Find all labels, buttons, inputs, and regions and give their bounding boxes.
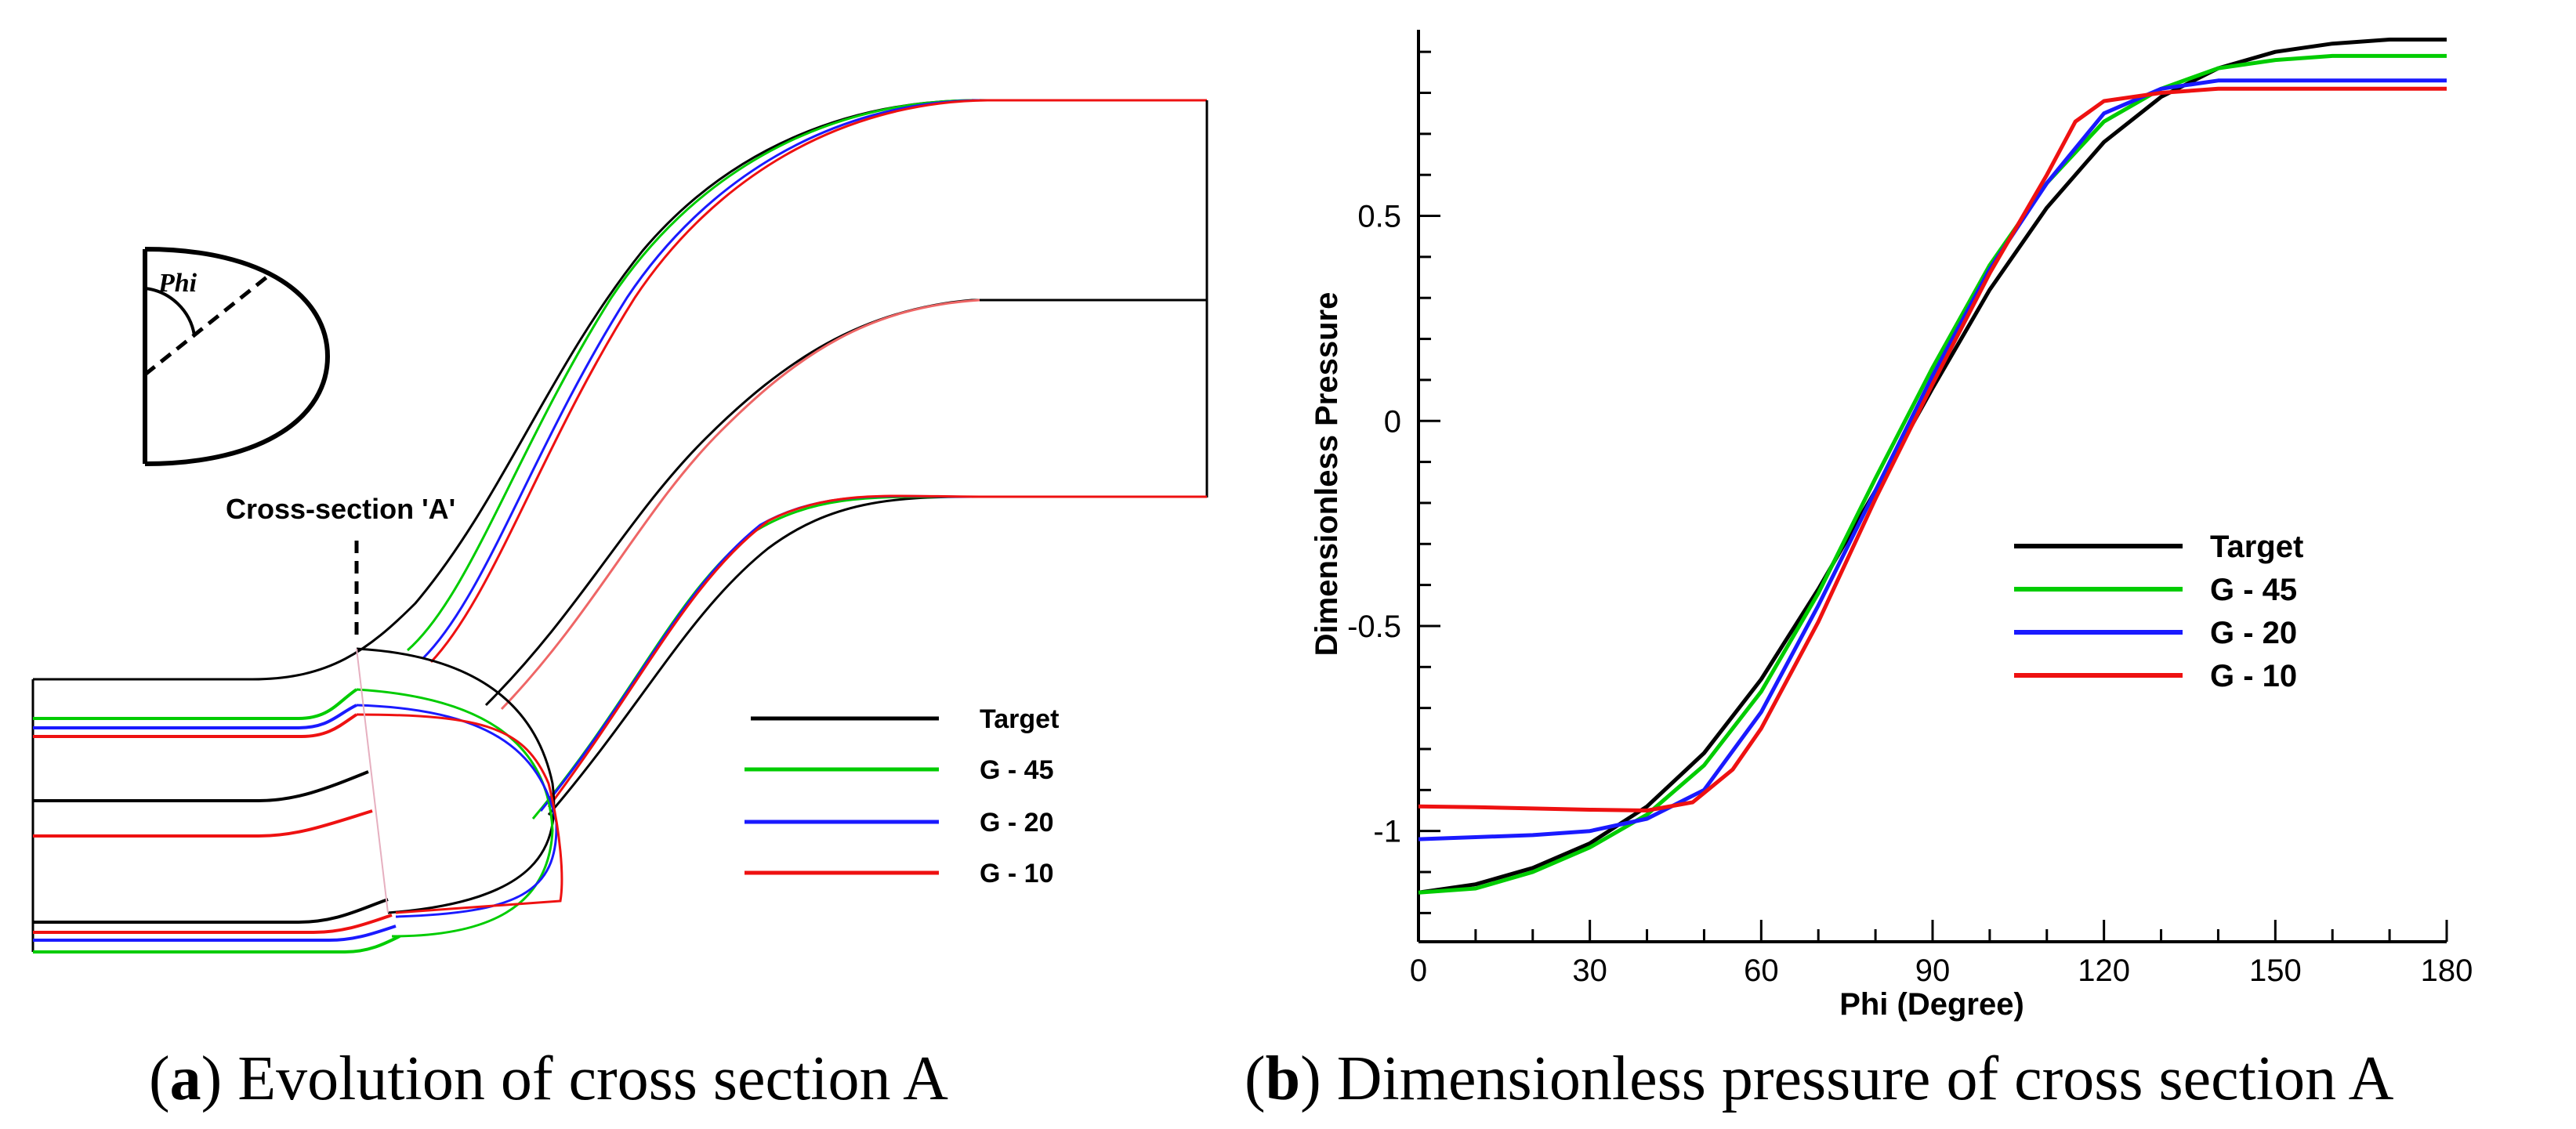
- bottom-target: [547, 495, 1207, 816]
- inlet-mid-target: [33, 770, 369, 802]
- legend-a-g45: G - 45: [745, 755, 1053, 785]
- chart-legend: Target G - 45 G - 20 G - 10: [2014, 530, 2303, 693]
- inlet-bot-g45: [33, 935, 400, 953]
- duct-top-g10: [429, 99, 1207, 664]
- legend-a-target: Target: [751, 704, 1059, 734]
- inlet-top-g10: [33, 713, 358, 738]
- x-tick-label: 180: [2421, 953, 2473, 988]
- inlet-bot-g20: [33, 925, 397, 942]
- duct-top-target: [33, 99, 1207, 681]
- legend-a-g45-label: G - 45: [980, 755, 1053, 785]
- legend-label-g20: G - 20: [2210, 616, 2297, 650]
- caption-a: (a) Evolution of cross section A: [149, 1044, 948, 1113]
- legend-a-g10: G - 10: [745, 859, 1053, 888]
- inlet-top-g45: [33, 688, 358, 720]
- legend-a-g20-label: G - 20: [980, 808, 1053, 838]
- inlet-bot-target: [33, 898, 389, 924]
- chart-series: [1418, 38, 2447, 895]
- section-a-cut: [356, 648, 389, 914]
- caption-a-text: Evolution of cross section A: [237, 1044, 948, 1113]
- section-a-target: [356, 647, 556, 914]
- panel-a: Phi Cross-section 'A': [31, 99, 1208, 1113]
- duct-top-curves: [33, 99, 1208, 681]
- caption-a-letter: a: [170, 1044, 201, 1113]
- inlet-bot-g10: [33, 914, 393, 934]
- inset-half-ellipse: [143, 247, 331, 466]
- bottom-g10: [547, 494, 1207, 808]
- inset-phi-dashed-radius: [143, 273, 272, 376]
- cross-section-label: Cross-section 'A': [226, 493, 455, 525]
- inlet-duct: [31, 647, 563, 953]
- duct-centerline-curves: [484, 299, 1207, 711]
- inset-phi-arc: [144, 287, 196, 336]
- y-tick-label: -0.5: [1347, 610, 1401, 644]
- section-a-g20: [356, 704, 558, 918]
- centerline-target: [484, 299, 1207, 707]
- bottom-g20: [539, 494, 973, 812]
- chart-y-label: Dimensionless Pressure: [1310, 292, 1344, 657]
- pressure-chart: 0 30 60 90 120 150 180-1-0.500.5 Phi (Degree) …: [1310, 30, 2473, 1022]
- series-line-g45: [1418, 53, 2447, 895]
- inlet-top-g20: [33, 704, 357, 729]
- series-line-target: [1418, 38, 2447, 895]
- inset-phi-label: Phi: [158, 269, 197, 298]
- duct-top-g20: [422, 99, 980, 660]
- chart-axes: [1417, 30, 2447, 943]
- legend-a-g10-label: G - 10: [980, 859, 1053, 888]
- panel-a-legend: Target G - 45 G - 20 G - 10: [745, 704, 1059, 888]
- legend-a-g20: G - 20: [745, 808, 1053, 838]
- duct-top-g45: [407, 99, 973, 652]
- caption-b: (b) Dimensionless pressure of cross sect…: [1245, 1044, 2394, 1113]
- x-tick-label: 60: [1744, 953, 1779, 988]
- legend-label-g10: G - 10: [2210, 659, 2297, 693]
- legend-label-target: Target: [2210, 530, 2303, 564]
- y-tick-label: -1: [1373, 815, 1401, 849]
- section-a-g10: [356, 713, 563, 914]
- inlet-mid-g10: [33, 809, 373, 838]
- x-tick-label: 0: [1410, 953, 1427, 988]
- x-tick-label: 120: [2078, 953, 2130, 988]
- legend-label-g45: G - 45: [2210, 573, 2297, 607]
- legend-a-target-label: Target: [980, 704, 1059, 734]
- series-line-g20: [1418, 78, 2447, 841]
- x-tick-label: 30: [1572, 953, 1607, 988]
- x-tick-label: 90: [1915, 953, 1951, 988]
- caption-b-text: Dimensionless pressure of cross section …: [1337, 1044, 2394, 1113]
- y-tick-label: 0.5: [1357, 200, 1401, 234]
- x-tick-label: 150: [2249, 953, 2302, 988]
- chart-x-label: Phi (Degree): [1839, 987, 2024, 1022]
- chart-ticks: 0 30 60 90 120 150 180 -1 -0.5 0 0.5: [1347, 50, 2473, 988]
- series-line-g10: [1418, 86, 2447, 812]
- duct-bottom-curves: [531, 494, 1207, 820]
- caption-b-letter: b: [1266, 1044, 1301, 1113]
- phi-inset-diagram: Phi: [143, 247, 331, 466]
- y-tick-label: 0: [1384, 404, 1401, 439]
- section-a-g45: [356, 688, 554, 938]
- centerline-g10: [500, 299, 980, 711]
